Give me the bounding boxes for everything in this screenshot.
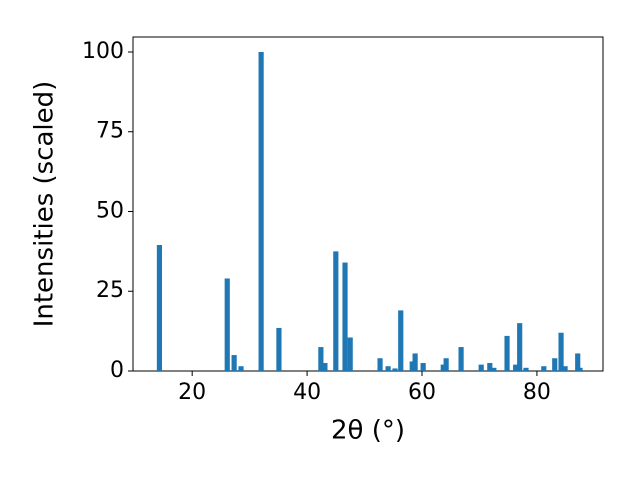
- x-tick-label: 60: [408, 380, 436, 405]
- y-tick-label: 100: [82, 39, 124, 64]
- bar: [541, 366, 547, 371]
- y-tick-label: 50: [96, 198, 124, 223]
- bar: [513, 364, 519, 371]
- bar: [409, 361, 415, 371]
- bar: [458, 347, 464, 371]
- bar: [440, 364, 446, 371]
- bar: [558, 332, 564, 371]
- bar: [322, 363, 328, 371]
- bar: [552, 358, 558, 371]
- bar: [342, 262, 348, 371]
- bar: [562, 366, 568, 371]
- x-tick-label: 20: [178, 380, 206, 405]
- bar: [377, 358, 383, 371]
- bar: [258, 51, 264, 371]
- y-tick-label: 75: [96, 119, 124, 144]
- bar: [333, 251, 339, 371]
- bar: [276, 327, 282, 371]
- bar: [575, 353, 581, 371]
- x-tick-label: 80: [523, 380, 551, 405]
- bar: [491, 367, 497, 371]
- x-axis-label: 2θ (°): [331, 416, 405, 446]
- bar: [577, 367, 583, 371]
- bar: [318, 347, 324, 371]
- bar: [420, 363, 426, 371]
- bar: [224, 278, 230, 371]
- bar: [347, 337, 353, 371]
- bar: [443, 358, 449, 371]
- bar: [517, 323, 523, 371]
- bar: [478, 364, 484, 371]
- bar: [487, 363, 493, 371]
- bar: [156, 244, 163, 371]
- bar: [392, 368, 398, 371]
- y-tick-label: 0: [110, 358, 124, 383]
- plot-frame: [132, 36, 604, 372]
- y-axis-label: Intensities (scaled): [30, 81, 60, 328]
- y-tick-label: 25: [96, 278, 124, 303]
- bar: [398, 310, 404, 371]
- bar: [238, 366, 244, 371]
- bar: [504, 335, 510, 371]
- bar: [385, 366, 391, 371]
- bar: [231, 355, 237, 371]
- bar: [412, 353, 418, 371]
- bar: [523, 367, 529, 371]
- x-tick-label: 40: [293, 380, 321, 405]
